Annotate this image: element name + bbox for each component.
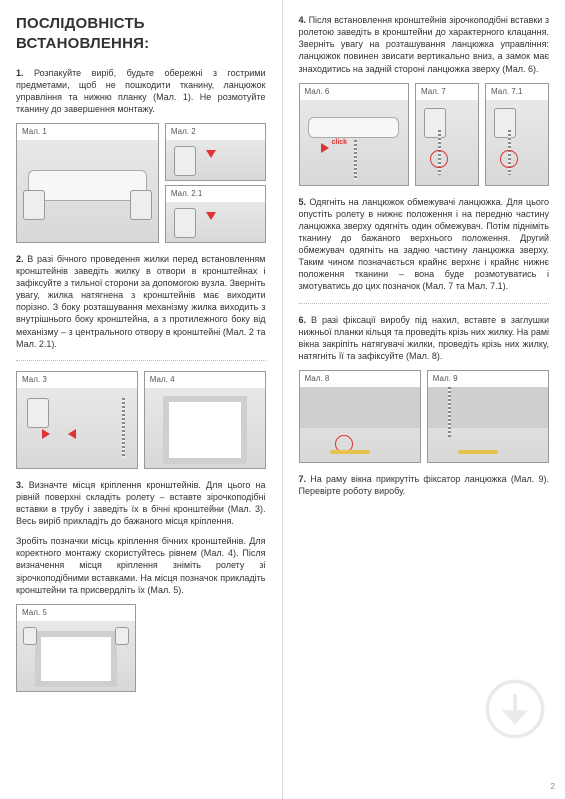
- arrow-icon-2: [206, 212, 216, 220]
- bracket-3: [27, 398, 49, 428]
- bracket-shape: [174, 146, 196, 176]
- step-1: 1. Розпакуйте виріб, будьте обережні з г…: [16, 67, 266, 116]
- blind-8: [300, 387, 420, 428]
- page: ПОСЛІДОВНІСТЬ ВСТАНОВЛЕННЯ: 1. Розпакуйт…: [0, 0, 565, 799]
- fig-2-body: [166, 140, 265, 180]
- step-3-text-b: Зробіть позначки місць кріплення бічних …: [16, 536, 266, 595]
- fig-2-1-body: [166, 202, 265, 242]
- fig-2-label: Мал. 2: [166, 124, 265, 140]
- bracket-71: [494, 108, 516, 138]
- bracket-5l: [23, 627, 37, 645]
- step-7: 7. На раму вікна прикрутіть фіксатор лан…: [299, 473, 550, 497]
- figs-5: Мал. 5: [16, 604, 266, 692]
- fig-7-1-label: Мал. 7.1: [486, 84, 548, 100]
- figs-3-4: Мал. 3 Мал. 4: [16, 371, 266, 469]
- step-6-text: В разі фіксації виробу під нахил, вставт…: [299, 315, 550, 361]
- step-6: 6. В разі фіксації виробу під нахил, вст…: [299, 314, 550, 363]
- blind-9: [428, 387, 548, 428]
- fig-6-label: Мал. 6: [300, 84, 409, 100]
- figs-6-7: Мал. 6 click Мал. 7 Мал. 7.1: [299, 83, 550, 186]
- arrow-3b: [68, 429, 76, 439]
- left-column: ПОСЛІДОВНІСТЬ ВСТАНОВЛЕННЯ: 1. Розпакуйт…: [0, 0, 283, 799]
- step-3-text-a: Визначте місця кріплення кронштейнів. Дл…: [16, 480, 266, 526]
- screwdriver-9: [458, 450, 498, 454]
- fig-3-label: Мал. 3: [17, 372, 137, 388]
- fig-1-label: Мал. 1: [17, 124, 158, 140]
- page-title: ПОСЛІДОВНІСТЬ ВСТАНОВЛЕННЯ:: [16, 14, 266, 55]
- step-5-text: Одягніть на ланцюжок обмежувачі ланцюжка…: [299, 197, 550, 292]
- chain-3: [122, 398, 125, 458]
- step-2-num: 2.: [16, 254, 24, 264]
- fig-4-label: Мал. 4: [145, 372, 265, 388]
- circle-7: [430, 150, 448, 168]
- bracket-5r: [115, 627, 129, 645]
- fig-9: Мал. 9: [427, 370, 549, 463]
- step-1-text: Розпакуйте виріб, будьте обережні з гост…: [16, 68, 266, 114]
- fig-4: Мал. 4: [144, 371, 266, 469]
- bracket-right: [130, 190, 152, 220]
- fig-4-body: [145, 388, 265, 468]
- fig-3-body: [17, 388, 137, 468]
- fig-1-body: [17, 140, 158, 242]
- fig-1: Мал. 1: [16, 123, 159, 243]
- step-5: 5. Одягніть на ланцюжок обмежувачі ланцю…: [299, 196, 550, 293]
- fig-2-stack: Мал. 2 Мал. 2.1: [165, 123, 266, 243]
- arrow-6: [321, 143, 329, 153]
- bracket-7: [424, 108, 446, 138]
- step-7-num: 7.: [299, 474, 307, 484]
- fig-7-body: [416, 100, 478, 185]
- fig-8: Мал. 8: [299, 370, 421, 463]
- fig-7: Мал. 7: [415, 83, 479, 186]
- fig-6-body: click: [300, 100, 409, 185]
- step-4-text: Після встановлення кронштейнів зірочкопо…: [299, 15, 550, 74]
- step-2-text: В разі бічного проведення жилки перед вс…: [16, 254, 266, 349]
- watermark-icon: [485, 679, 545, 739]
- fig-2-1: Мал. 2.1: [165, 185, 266, 243]
- step-5-num: 5.: [299, 197, 307, 207]
- circle-71: [500, 150, 518, 168]
- fig-8-body: [300, 387, 420, 462]
- arrow-icon: [206, 150, 216, 158]
- divider-1: [16, 360, 266, 361]
- step-1-num: 1.: [16, 68, 24, 78]
- step-4-num: 4.: [299, 15, 307, 25]
- step-6-num: 6.: [299, 315, 307, 325]
- chain-6: [354, 140, 357, 180]
- fig-5-body: [17, 621, 135, 691]
- step-2: 2. В разі бічного проведення жилки перед…: [16, 253, 266, 350]
- divider-2: [299, 303, 550, 304]
- fig-9-label: Мал. 9: [428, 371, 548, 387]
- figs-8-9: Мал. 8 Мал. 9: [299, 370, 550, 463]
- step-3a: 3. Визначте місця кріплення кронштейнів.…: [16, 479, 266, 528]
- fig-2: Мал. 2: [165, 123, 266, 181]
- fig-6: Мал. 6 click: [299, 83, 410, 186]
- fig-2-1-label: Мал. 2.1: [166, 186, 265, 202]
- roller-shape: [28, 170, 146, 201]
- chain-9: [448, 387, 451, 437]
- fig-3: Мал. 3: [16, 371, 138, 469]
- step-3-num: 3.: [16, 480, 24, 490]
- roller-6: [308, 117, 399, 138]
- screwdriver-8: [330, 450, 370, 454]
- fig-7-label: Мал. 7: [416, 84, 478, 100]
- fig-7-1-body: [486, 100, 548, 185]
- step-3b: Зробіть позначки місць кріплення бічних …: [16, 535, 266, 596]
- step-4: 4. Після встановлення кронштейнів зірочк…: [299, 14, 550, 75]
- frame-4: [163, 396, 247, 464]
- click-badge: click: [332, 138, 348, 147]
- bracket-left: [23, 190, 45, 220]
- arrow-3a: [42, 429, 50, 439]
- fig-7-1: Мал. 7.1: [485, 83, 549, 186]
- bracket-shape-2: [174, 208, 196, 238]
- page-number: 2: [551, 782, 555, 793]
- fig-5: Мал. 5: [16, 604, 136, 692]
- fig-5-label: Мал. 5: [17, 605, 135, 621]
- frame-5: [35, 631, 117, 687]
- step-7-text: На раму вікна прикрутіть фіксатор ланцюж…: [299, 474, 550, 496]
- fig-8-label: Мал. 8: [300, 371, 420, 387]
- fig-9-body: [428, 387, 548, 462]
- figs-1-2: Мал. 1 Мал. 2 Мал. 2.1: [16, 123, 266, 243]
